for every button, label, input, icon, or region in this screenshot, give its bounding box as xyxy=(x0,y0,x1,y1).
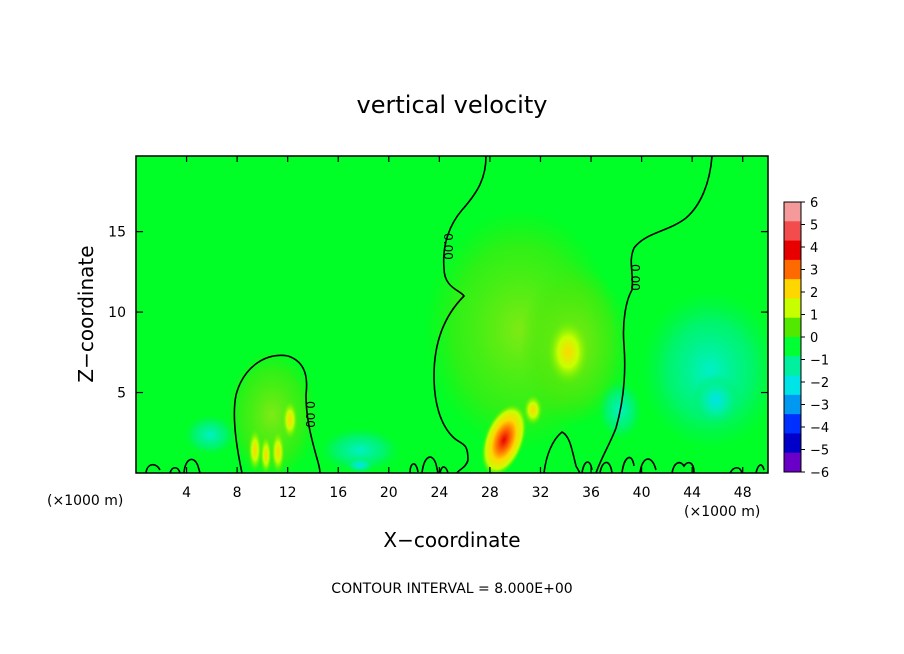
plot-field: 0.00 0.00 0.00 xyxy=(136,156,768,473)
right-downdraft-core xyxy=(692,374,740,426)
colorbar-label: −1 xyxy=(810,354,829,369)
y-axis-ticks: 5 10 15 xyxy=(108,225,768,402)
contour-ripples-right xyxy=(581,456,765,473)
colorbar-swatch xyxy=(784,279,801,299)
contour-label-right: 0.00 xyxy=(628,264,642,291)
x-axis-title: X−coordinate xyxy=(383,528,520,552)
colorbar-swatch xyxy=(784,298,801,319)
x-tick-label: 40 xyxy=(633,485,651,501)
colorbar-swatch xyxy=(784,337,801,357)
contour-ripples-left xyxy=(145,458,201,473)
x-tick-label: 24 xyxy=(430,485,448,501)
colorbar-swatch xyxy=(784,433,801,454)
y-tick-label: 15 xyxy=(108,225,126,241)
contour-ripples-mid xyxy=(409,456,449,473)
right-downdraft-zone xyxy=(640,290,768,450)
colorbar-label: −6 xyxy=(810,466,829,481)
left-downdraft-zone xyxy=(184,415,236,455)
x-unit-right: (×1000 m) xyxy=(684,504,760,520)
y-tick-label: 5 xyxy=(117,386,126,402)
upper-updraft-core xyxy=(546,318,590,386)
updraft-streak-1 xyxy=(248,428,262,472)
x-tick-label: 28 xyxy=(481,485,499,501)
x-tick-label: 4 xyxy=(182,485,191,501)
plot-frame xyxy=(135,155,769,474)
colorbar-label: 3 xyxy=(810,264,818,279)
colorbar-label: 5 xyxy=(810,219,818,234)
colorbar-swatch xyxy=(784,414,801,434)
main-updraft-core xyxy=(481,403,527,473)
colorbar-label: 2 xyxy=(810,286,818,301)
contour-left-cell xyxy=(233,354,321,473)
x-tick-label: 36 xyxy=(582,485,600,501)
x-unit-left: (×1000 m) xyxy=(47,493,123,509)
x-tick-label: 16 xyxy=(329,485,347,501)
colorbar-swatch xyxy=(784,202,801,222)
x-tick-label: 20 xyxy=(380,485,398,501)
colorbar-label: −3 xyxy=(810,399,829,414)
colorbar: 6 5 4 3 2 1 0 −1 −2 −3 −4 −5 −6 xyxy=(783,196,829,481)
x-axis-ticks: 4 8 12 16 20 24 28 32 36 40 44 48 xyxy=(182,156,752,501)
center-downdraft-core xyxy=(346,457,374,473)
y-axis-title: Z−coordinate xyxy=(74,245,98,382)
contour-labels: 0.00 0.00 0.00 xyxy=(303,233,642,428)
y-tick-label: 10 xyxy=(108,305,126,321)
x-tick-label: 8 xyxy=(233,485,242,501)
colorbar-label: 0 xyxy=(810,331,818,346)
contour-center-right xyxy=(595,156,713,473)
x-tick-label: 48 xyxy=(734,485,752,501)
contour-center-left xyxy=(433,156,487,473)
x-tick-label: 32 xyxy=(532,485,550,501)
chart-title: vertical velocity xyxy=(357,91,548,119)
colorbar-label: 4 xyxy=(810,241,818,256)
colorbar-swatch xyxy=(784,221,801,242)
x-tick-label: 44 xyxy=(683,485,701,501)
contour-blob-1 xyxy=(543,431,581,473)
contour-label-center: 0.00 xyxy=(441,233,455,260)
colorbar-label: −5 xyxy=(810,444,829,459)
updraft-streak-3 xyxy=(271,430,285,473)
contour-interval-note: CONTOUR INTERVAL = 8.000E+00 xyxy=(331,581,572,597)
colorbar-label: 1 xyxy=(810,309,818,324)
colorbar-label: 6 xyxy=(810,196,818,211)
colorbar-swatch xyxy=(784,240,801,261)
center-downdraft-zone xyxy=(320,428,400,472)
colorbar-swatch xyxy=(784,452,801,473)
contour-label-left: 0.00 xyxy=(303,401,317,428)
colorbar-swatch xyxy=(784,259,801,280)
colorbar-swatch xyxy=(784,317,801,338)
colorbar-swatch xyxy=(784,394,801,415)
updraft-streak-4 xyxy=(282,400,298,440)
colorbar-swatch xyxy=(784,356,801,377)
updraft-streak-2 xyxy=(260,435,272,473)
colorbar-label: −4 xyxy=(810,421,829,436)
colorbar-swatch xyxy=(784,375,801,396)
x-tick-label: 12 xyxy=(279,485,297,501)
colorbar-label: −2 xyxy=(810,376,829,391)
secondary-updraft xyxy=(523,394,543,426)
zero-contours xyxy=(145,156,765,473)
